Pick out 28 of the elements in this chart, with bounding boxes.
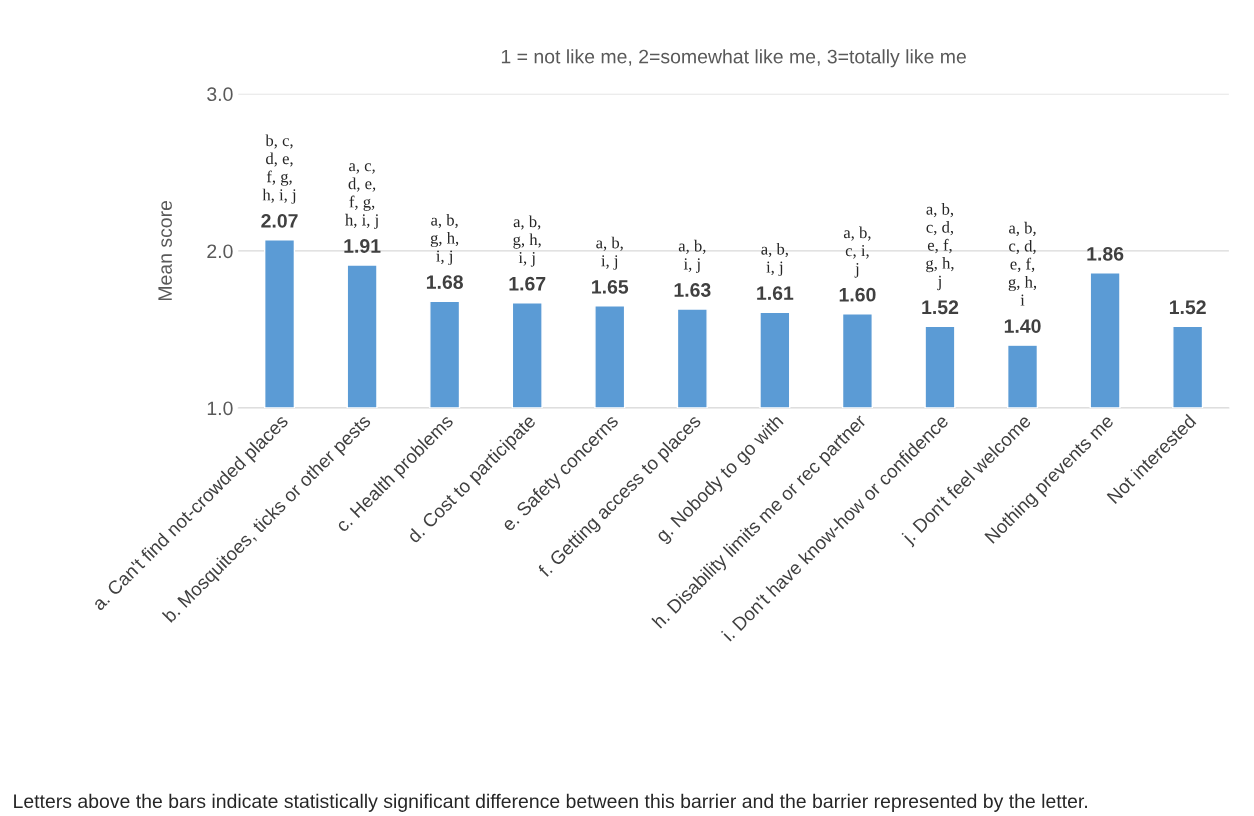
y-tick-label: 3.0 bbox=[207, 87, 233, 102]
data-label: 1.52 bbox=[922, 300, 959, 315]
annotation: a, b, c, i, j bbox=[843, 226, 871, 278]
data-label: 1.60 bbox=[839, 287, 876, 302]
y-tick-label: 1.0 bbox=[207, 401, 233, 416]
data-label: 1.91 bbox=[344, 239, 381, 253]
data-label: 2.07 bbox=[261, 213, 298, 228]
data-label: 1.86 bbox=[1087, 246, 1124, 261]
chart-title: 1 = not like me, 2=somewhat like me, 3=totally like me bbox=[501, 49, 966, 68]
annotation: b, c, d, e, f, g, h, i, j bbox=[262, 134, 296, 204]
data-label: 1.65 bbox=[592, 279, 629, 294]
annotation: a, b, i, j bbox=[596, 236, 623, 270]
annotation: a, b, i, j bbox=[678, 239, 706, 273]
y-axis-title: Mean score bbox=[158, 200, 172, 301]
annotation: a, b, c, d, e, f, g, h, j bbox=[926, 203, 954, 291]
annotation: a, b, i, j bbox=[761, 242, 788, 277]
text: Letters above the bars indicate statistically significant difference between this barrier and the barrier represented by the letter. bbox=[14, 793, 1087, 812]
data-label: 1.52 bbox=[1169, 300, 1206, 315]
annotation: a, c, d, e, f, g, h, i, j bbox=[345, 163, 378, 229]
data-label: 1.40 bbox=[1004, 319, 1041, 333]
annotation: a, b, g, h, i, j bbox=[430, 213, 459, 266]
y-tick-label: 2.0 bbox=[207, 244, 233, 259]
data-label: 1.61 bbox=[757, 286, 794, 300]
annotation: a, b, g, h, i, j bbox=[513, 215, 541, 267]
data-label: 1.68 bbox=[426, 275, 463, 290]
data-label: 1.67 bbox=[509, 276, 546, 291]
annotation: a, b, c, d, e, f, g, h, i bbox=[1008, 221, 1037, 306]
data-label: 1.63 bbox=[674, 283, 711, 297]
